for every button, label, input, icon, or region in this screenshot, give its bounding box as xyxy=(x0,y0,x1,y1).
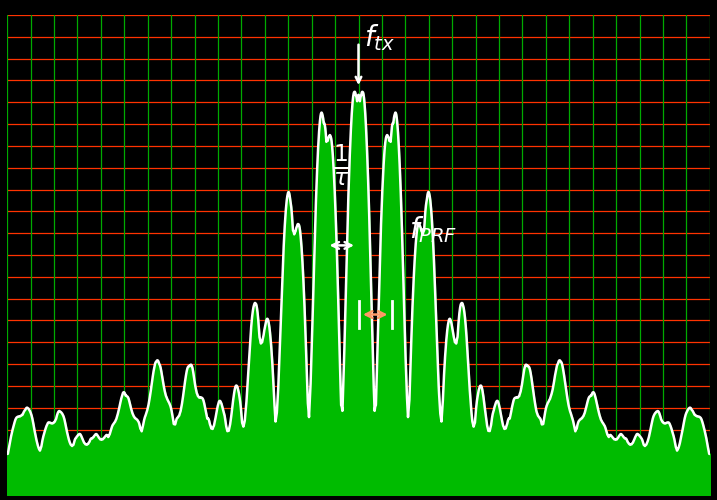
Text: $f_{PRF}$: $f_{PRF}$ xyxy=(409,214,457,246)
Text: $f_{tx}$: $f_{tx}$ xyxy=(364,22,394,54)
Text: $\frac{1}{\tau}$: $\frac{1}{\tau}$ xyxy=(333,142,350,188)
